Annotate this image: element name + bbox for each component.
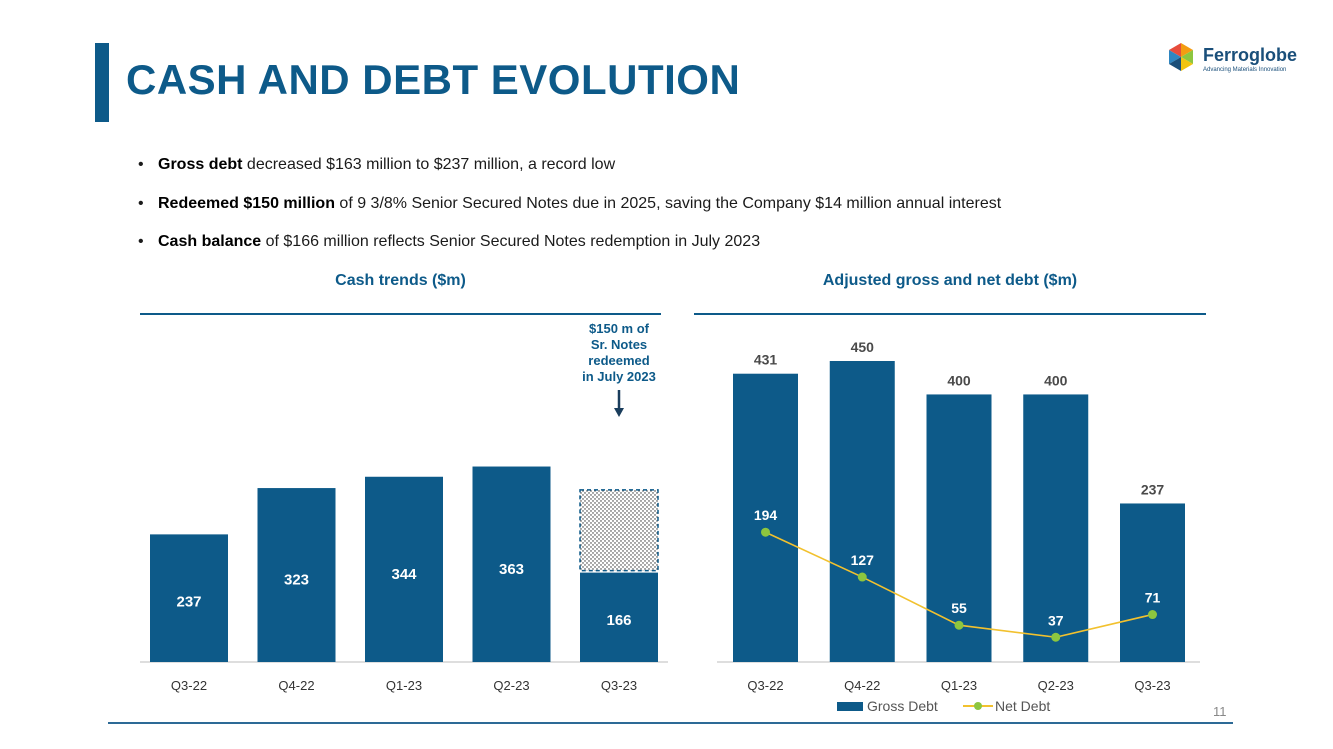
gross-debt-bar bbox=[926, 394, 992, 662]
cash-bar-label: 237 bbox=[176, 594, 201, 611]
debt-tick-label: Q2-23 bbox=[1038, 678, 1074, 693]
redemption-annotation: redeemed bbox=[588, 353, 649, 368]
gross-debt-label: 400 bbox=[947, 372, 971, 388]
bullet-text: decreased $163 million to $237 million, … bbox=[242, 156, 616, 173]
net-debt-label: 37 bbox=[1048, 612, 1064, 628]
cash-tick-label: Q3-23 bbox=[601, 678, 637, 693]
page-title: CASH AND DEBT EVOLUTION bbox=[126, 56, 741, 103]
redemption-annotation: Sr. Notes bbox=[591, 337, 647, 352]
cash-bar-label: 323 bbox=[284, 572, 309, 589]
gross-debt-label: 450 bbox=[851, 339, 875, 355]
net-debt-label: 127 bbox=[851, 552, 875, 568]
net-debt-point bbox=[1051, 632, 1061, 642]
net-debt-point bbox=[954, 620, 964, 630]
cash-bar bbox=[365, 476, 443, 662]
redemption-annotation: $150 m of bbox=[589, 321, 650, 336]
net-debt-point bbox=[1148, 610, 1157, 620]
net-debt-point bbox=[761, 527, 770, 537]
bullet-text: of 9 3/8% Senior Secured Notes due in 20… bbox=[334, 194, 1002, 212]
gross-debt-bar bbox=[1023, 394, 1089, 662]
gross-debt-bar bbox=[733, 373, 798, 662]
title-accent-bar bbox=[95, 43, 109, 122]
redeemed-notes-segment bbox=[579, 489, 659, 572]
cash-tick-label: Q2-23 bbox=[493, 678, 529, 693]
bullet-text: of $166 million reflects Senior Secured … bbox=[261, 233, 761, 250]
cash-bar-label: 344 bbox=[391, 566, 417, 583]
cash-tick-label: Q3-22 bbox=[171, 678, 207, 693]
cash-tick-label: Q4-22 bbox=[278, 678, 314, 693]
page-number: 11 bbox=[1213, 704, 1227, 719]
legend-gross-debt-label: Gross Debt bbox=[867, 698, 938, 714]
bullet-bold: Redeemed $150 million bbox=[158, 194, 335, 212]
cash-bar bbox=[472, 466, 551, 662]
ferroglobe-logo-icon bbox=[1169, 43, 1193, 71]
debt-tick-label: Q3-22 bbox=[747, 678, 783, 693]
bullet-dot: • bbox=[138, 156, 144, 173]
debt-chart-rule bbox=[694, 313, 1206, 315]
debt-tick-label: Q1-23 bbox=[941, 678, 977, 693]
cash-tick-label: Q1-23 bbox=[386, 678, 422, 693]
annotation-arrow-head bbox=[614, 408, 624, 417]
company-logo: Ferroglobe Advancing Materials Innovatio… bbox=[1165, 42, 1305, 78]
legend-net-debt-marker bbox=[974, 702, 982, 710]
bullet-bold: Cash balance bbox=[158, 233, 262, 250]
bullet-dot: • bbox=[138, 233, 144, 250]
legend-gross-debt-swatch bbox=[837, 702, 863, 711]
gross-debt-label: 400 bbox=[1044, 372, 1068, 388]
cash-bar bbox=[257, 488, 336, 662]
cash-chart-rule bbox=[140, 313, 661, 315]
gross-debt-bar bbox=[1120, 503, 1185, 662]
cash-bar-label: 363 bbox=[499, 561, 524, 578]
net-debt-label: 71 bbox=[1145, 590, 1161, 606]
footer-rule bbox=[108, 722, 1233, 724]
net-debt-label: 194 bbox=[754, 507, 778, 523]
bullet-dot: • bbox=[138, 194, 144, 212]
cash-bar-label: 166 bbox=[606, 612, 631, 629]
debt-tick-label: Q3-23 bbox=[1134, 678, 1170, 693]
net-debt-label: 55 bbox=[951, 600, 967, 616]
gross-debt-bar bbox=[829, 360, 895, 662]
debt-tick-label: Q4-22 bbox=[844, 678, 880, 693]
net-debt-point bbox=[857, 572, 867, 582]
cash-bar bbox=[150, 534, 228, 662]
cash-bar bbox=[580, 572, 658, 662]
legend-net-debt-label: Net Debt bbox=[995, 698, 1050, 714]
debt-chart-title: Adjusted gross and net debt ($m) bbox=[822, 272, 1078, 289]
bullet-list: • Gross debt decreased $163 million to $2… bbox=[138, 150, 1001, 266]
bullet-bold: Gross debt bbox=[158, 156, 243, 173]
redemption-annotation: in July 2023 bbox=[582, 369, 656, 384]
logo-tagline: Advancing Materials Innovation bbox=[1203, 67, 1287, 73]
cash-chart-title: Cash trends ($m) bbox=[335, 272, 466, 289]
gross-debt-label: 237 bbox=[1141, 481, 1165, 497]
bullet-item: • Cash balance of $166 million reflects S… bbox=[138, 227, 1001, 266]
bullet-item: • Gross debt decreased $163 million to $2… bbox=[138, 150, 1001, 189]
logo-name: Ferroglobe bbox=[1203, 45, 1298, 65]
bullet-item: • Redeemed $150 million of 9 3/8% Senior … bbox=[138, 189, 1001, 228]
gross-debt-label: 431 bbox=[754, 352, 778, 368]
